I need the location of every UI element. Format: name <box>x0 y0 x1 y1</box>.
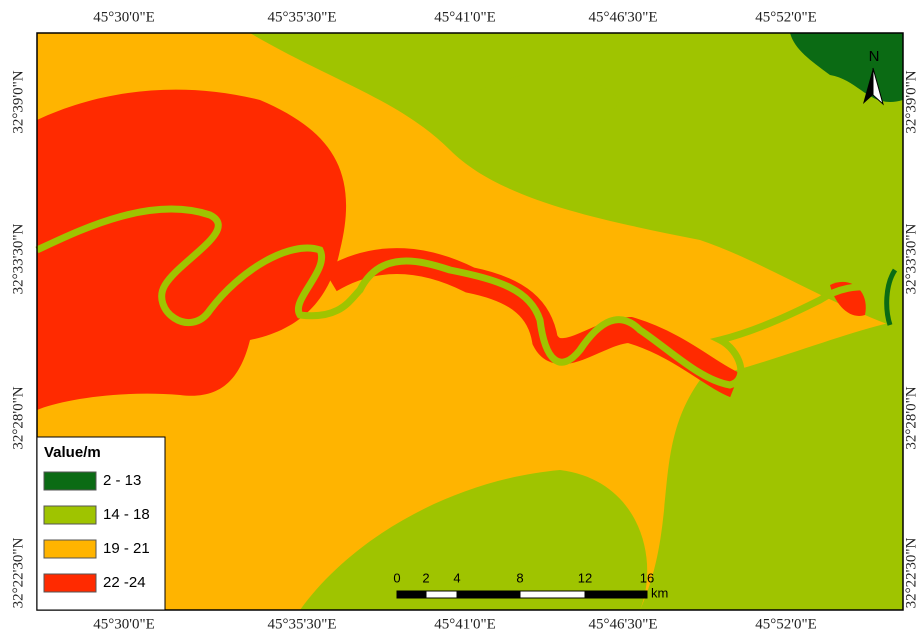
legend-title: Value/m <box>44 444 101 461</box>
scale-segment <box>426 591 457 598</box>
page: N Value/m 2 - 13 14 - 18 19 - 21 22 -24 0 2 4… <box>0 0 923 637</box>
lat-label: 32°39'0"N <box>903 70 919 133</box>
lat-label: 32°28'0"N <box>903 386 919 449</box>
lat-label: 32°33'30"N <box>10 224 26 295</box>
lon-label: 45°30'0"E <box>93 616 155 632</box>
north-label: N <box>869 48 880 65</box>
scale-label: 16 <box>640 570 654 585</box>
scale-label: 8 <box>516 570 523 585</box>
lon-label: 45°41'0"E <box>434 9 496 25</box>
lon-label: 45°35'30"E <box>268 616 337 632</box>
legend-swatch <box>44 472 96 490</box>
legend-label: 19 - 21 <box>103 540 150 557</box>
scale-unit: km <box>651 585 668 600</box>
lon-label: 45°52'0"E <box>755 616 817 632</box>
lat-label: 32°22'30"N <box>10 538 26 609</box>
scale-label: 12 <box>578 570 592 585</box>
legend-label: 14 - 18 <box>103 506 150 523</box>
raster <box>37 33 903 610</box>
scale-label: 2 <box>422 570 429 585</box>
legend: Value/m 2 - 13 14 - 18 19 - 21 22 -24 <box>37 437 165 610</box>
lat-label: 32°39'0"N <box>10 70 26 133</box>
lon-label: 45°41'0"E <box>434 616 496 632</box>
scale-label: 4 <box>453 570 460 585</box>
scale-segment <box>520 591 585 598</box>
lon-label: 45°52'0"E <box>755 9 817 25</box>
lat-label: 32°22'30"N <box>903 538 919 609</box>
legend-swatch <box>44 574 96 592</box>
scale-label: 0 <box>393 570 400 585</box>
legend-label: 22 -24 <box>103 574 146 591</box>
scale-segment <box>585 591 647 598</box>
lon-label: 45°30'0"E <box>93 9 155 25</box>
scale-segment <box>457 591 520 598</box>
lon-label: 45°35'30"E <box>268 9 337 25</box>
lat-label: 32°33'30"N <box>903 224 919 295</box>
legend-swatch <box>44 506 96 524</box>
map: N Value/m 2 - 13 14 - 18 19 - 21 22 -24 0 2 4… <box>0 0 923 637</box>
legend-swatch <box>44 540 96 558</box>
lon-label: 45°46'30"E <box>589 9 658 25</box>
lat-label: 32°28'0"N <box>10 386 26 449</box>
legend-label: 2 - 13 <box>103 472 141 489</box>
scale-segment <box>397 591 426 598</box>
lon-label: 45°46'30"E <box>589 616 658 632</box>
